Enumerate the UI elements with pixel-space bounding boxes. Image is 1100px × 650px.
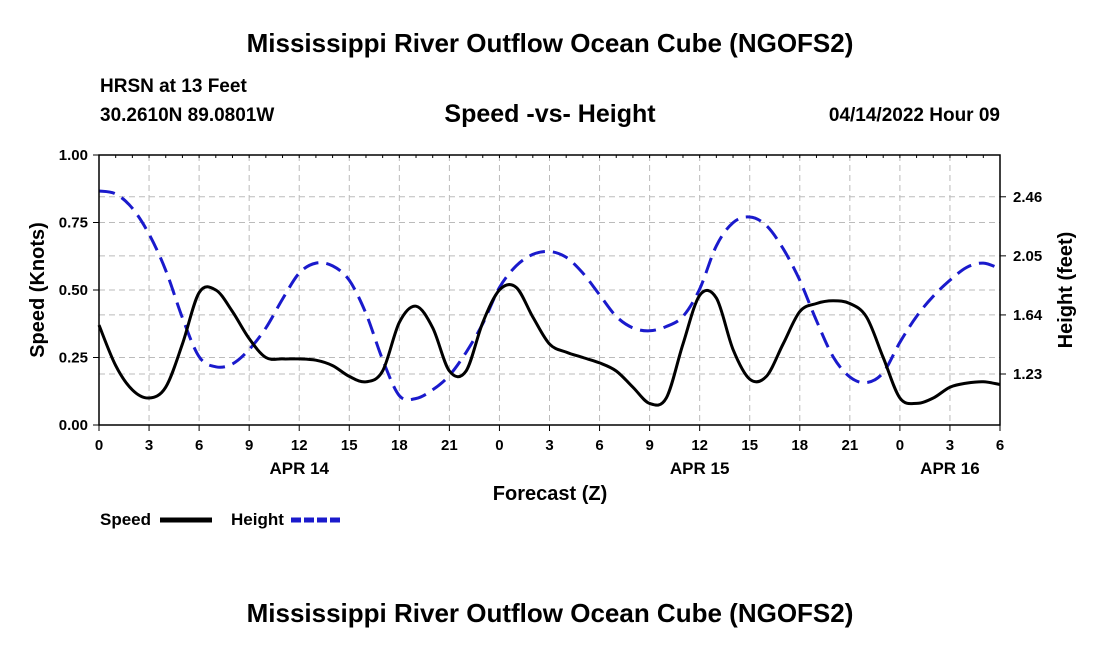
y2-axis-label: Height (feet) bbox=[1055, 232, 1077, 349]
x-tick-label: 3 bbox=[946, 437, 954, 454]
x-tick-label: 3 bbox=[545, 437, 553, 454]
x-tick-label: 12 bbox=[691, 437, 708, 454]
chart-subtitle: Speed -vs- Height bbox=[444, 100, 656, 128]
x-tick-label: 15 bbox=[341, 437, 358, 454]
chart-main-title: Mississippi River Outflow Ocean Cube (NG… bbox=[246, 28, 854, 58]
x-tick-label: 9 bbox=[645, 437, 653, 454]
date-label: APR 14 bbox=[269, 459, 329, 478]
series-line-speed bbox=[97, 283, 1001, 407]
y-tick-label: 0.75 bbox=[59, 215, 88, 232]
forecast-datetime: 04/14/2022 Hour 09 bbox=[828, 105, 1000, 126]
x-tick-label: 6 bbox=[996, 437, 1004, 454]
y-tick-label: 0.50 bbox=[59, 282, 88, 299]
y-tick-label: 0.00 bbox=[59, 417, 88, 434]
x-tick-label: 15 bbox=[741, 437, 758, 454]
series-line-height bbox=[98, 189, 1001, 402]
legend-label-height: Height bbox=[231, 510, 284, 529]
legend: Speed Height bbox=[100, 510, 343, 529]
y2-tick-label: 1.64 bbox=[1013, 307, 1043, 324]
date-label: APR 16 bbox=[920, 459, 980, 478]
y2-tick-label: 1.23 bbox=[1013, 366, 1042, 383]
date-label: APR 15 bbox=[670, 459, 730, 478]
coordinates-label: 30.2610N 89.0801W bbox=[100, 105, 275, 126]
x-tick-label: 12 bbox=[291, 437, 308, 454]
y2-tick-label: 2.05 bbox=[1013, 248, 1042, 265]
x-tick-label: 9 bbox=[245, 437, 253, 454]
x-tick-label: 21 bbox=[441, 437, 458, 454]
y2-tick-label: 2.46 bbox=[1013, 189, 1042, 206]
station-label: HRSN at 13 Feet bbox=[100, 76, 247, 97]
x-tick-label: 0 bbox=[896, 437, 904, 454]
x-tick-label: 0 bbox=[95, 437, 103, 454]
x-tick-label: 18 bbox=[391, 437, 408, 454]
y-tick-label: 1.00 bbox=[59, 147, 88, 164]
ticks: 0 3 6 9 12 15 18 21 0 3 6 9 12 15 18 21 0 3 6 APR 14 APR 15 A… bbox=[59, 147, 1043, 478]
y-tick-label: 0.25 bbox=[59, 350, 88, 367]
chart-main-title-repeat: Mississippi River Outflow Ocean Cube (NG… bbox=[246, 598, 854, 628]
x-tick-label: 3 bbox=[145, 437, 153, 454]
y-axis-label: Speed (Knots) bbox=[27, 222, 49, 358]
x-tick-label: 0 bbox=[495, 437, 503, 454]
legend-label-speed: Speed bbox=[100, 510, 151, 529]
x-tick-label: 21 bbox=[841, 437, 858, 454]
grid bbox=[99, 155, 1000, 425]
x-axis-label: Forecast (Z) bbox=[493, 483, 607, 505]
x-tick-label: 6 bbox=[595, 437, 603, 454]
series-layer bbox=[97, 189, 1001, 407]
x-tick-label: 6 bbox=[195, 437, 203, 454]
x-tick-label: 18 bbox=[791, 437, 808, 454]
